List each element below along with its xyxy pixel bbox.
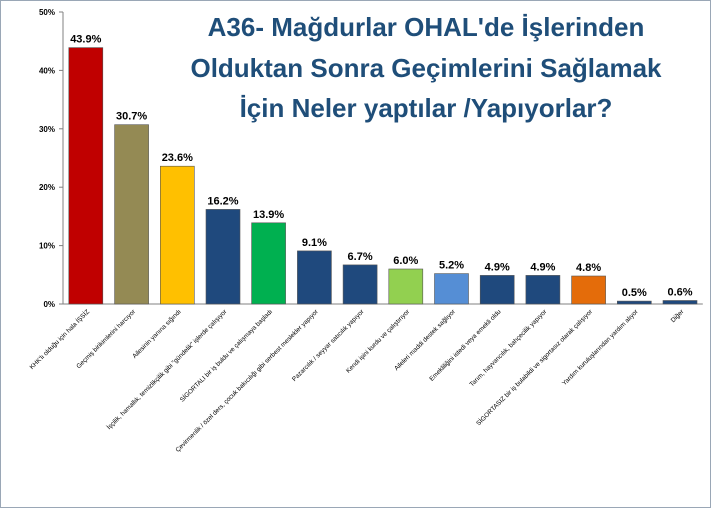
x-tick-label: Pazarcılık / seyyar satıcılık yapıyor (291, 308, 366, 383)
title-line-1: A36- Mağdurlar OHAL'de İşlerinden (208, 12, 645, 42)
y-tick-label: 50% (39, 8, 55, 17)
bar (479, 275, 515, 305)
value-labels: 43.9% 30.7% 23.6% 16.2% 13.9% 9.1% 6.7% 6.0% 5.2… (70, 34, 693, 300)
y-tick-label: 40% (39, 66, 55, 75)
x-tick-label: Yardım kuruluşlarından yardım alıyor (561, 308, 640, 387)
data-label: 5.2% (439, 260, 464, 272)
bar (342, 264, 378, 305)
data-label: 6.0% (393, 255, 418, 267)
data-label: 9.1% (302, 237, 327, 249)
bar (297, 250, 332, 305)
bar (525, 275, 561, 305)
title-line-2: Olduktan Sonra Geçimlerini Sağlamak (190, 53, 662, 83)
data-label: 4.8% (576, 262, 601, 274)
data-label: 16.2% (207, 195, 238, 207)
data-label: 30.7% (116, 111, 147, 123)
x-tick-label: Tarım, hayvancılık, bahçecilik yapıyor (469, 308, 549, 388)
bar (160, 165, 195, 305)
y-tick-label: 10% (39, 242, 55, 251)
x-tick-label: SİGORTALI bir iş buldu ve çalışmaya başl… (177, 307, 274, 404)
data-label: 4.9% (530, 261, 555, 273)
x-tick-label: Diğer (670, 308, 686, 324)
bar (388, 268, 424, 305)
bar (616, 300, 652, 305)
data-label: 6.7% (348, 251, 373, 263)
data-label: 43.9% (70, 34, 101, 46)
chart-title: A36- Mağdurlar OHAL'de İşlerinden Oldukt… (190, 12, 662, 123)
bar (662, 300, 698, 305)
title-line-3: İçin Neler yaptılar /Yapıyorlar? (240, 93, 613, 123)
bar (68, 47, 104, 305)
y-tick-label: 20% (39, 183, 55, 192)
bar (571, 275, 606, 305)
data-label: 0.6% (667, 287, 692, 299)
bar (251, 222, 286, 305)
bar (434, 273, 469, 305)
bar (205, 209, 241, 305)
y-tick-label: 30% (39, 125, 55, 134)
data-label: 4.9% (485, 261, 510, 273)
bars (68, 47, 698, 305)
data-label: 0.5% (622, 287, 647, 299)
x-tick-label: Ailesinin yanına sığındı (131, 308, 183, 360)
bar (114, 124, 149, 305)
x-tick-label: Emekliliğini istedi veya emekli oldu (428, 308, 503, 383)
y-tick-label: 0% (43, 300, 55, 309)
data-label: 13.9% (253, 209, 284, 221)
data-label: 23.6% (162, 152, 193, 164)
